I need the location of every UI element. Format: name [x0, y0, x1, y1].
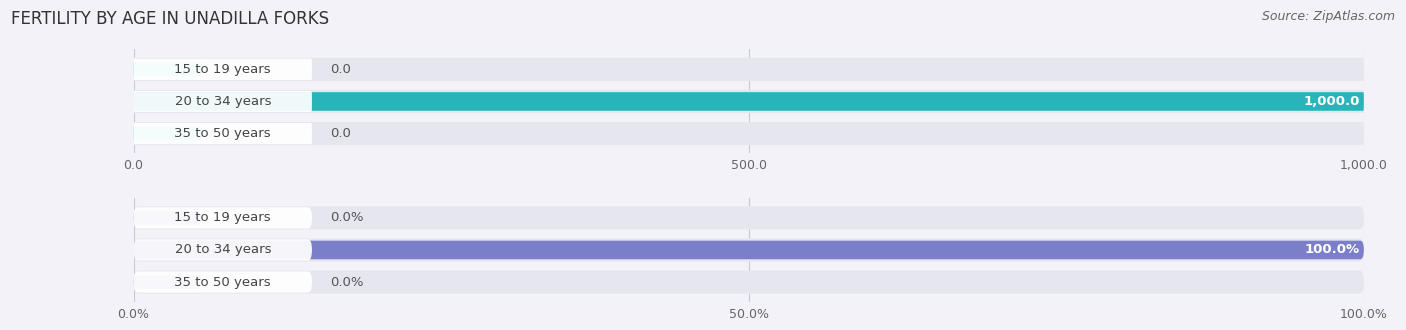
- Text: 0.0: 0.0: [330, 127, 352, 140]
- FancyBboxPatch shape: [134, 59, 312, 80]
- FancyBboxPatch shape: [134, 239, 312, 261]
- FancyBboxPatch shape: [134, 58, 1364, 81]
- Text: Source: ZipAtlas.com: Source: ZipAtlas.com: [1261, 10, 1395, 23]
- Text: 15 to 19 years: 15 to 19 years: [174, 212, 271, 224]
- Text: FERTILITY BY AGE IN UNADILLA FORKS: FERTILITY BY AGE IN UNADILLA FORKS: [11, 10, 329, 28]
- Text: 100.0%: 100.0%: [1305, 244, 1360, 256]
- FancyBboxPatch shape: [134, 272, 312, 293]
- FancyBboxPatch shape: [134, 91, 312, 112]
- FancyBboxPatch shape: [134, 123, 312, 144]
- Text: 15 to 19 years: 15 to 19 years: [174, 63, 271, 76]
- FancyBboxPatch shape: [134, 238, 1364, 261]
- FancyBboxPatch shape: [134, 127, 201, 140]
- Text: 1,000.0: 1,000.0: [1303, 95, 1360, 108]
- FancyBboxPatch shape: [134, 122, 1364, 145]
- FancyBboxPatch shape: [134, 90, 1364, 113]
- FancyBboxPatch shape: [134, 92, 1364, 111]
- FancyBboxPatch shape: [134, 206, 1364, 229]
- FancyBboxPatch shape: [134, 207, 312, 228]
- FancyBboxPatch shape: [134, 63, 201, 76]
- FancyBboxPatch shape: [134, 275, 201, 289]
- FancyBboxPatch shape: [134, 211, 201, 225]
- Text: 0.0: 0.0: [330, 63, 352, 76]
- Text: 35 to 50 years: 35 to 50 years: [174, 276, 271, 288]
- FancyBboxPatch shape: [134, 241, 1364, 259]
- Text: 20 to 34 years: 20 to 34 years: [174, 95, 271, 108]
- Text: 20 to 34 years: 20 to 34 years: [174, 244, 271, 256]
- Text: 0.0%: 0.0%: [330, 276, 364, 288]
- Text: 0.0%: 0.0%: [330, 212, 364, 224]
- FancyBboxPatch shape: [134, 271, 1364, 294]
- Text: 35 to 50 years: 35 to 50 years: [174, 127, 271, 140]
